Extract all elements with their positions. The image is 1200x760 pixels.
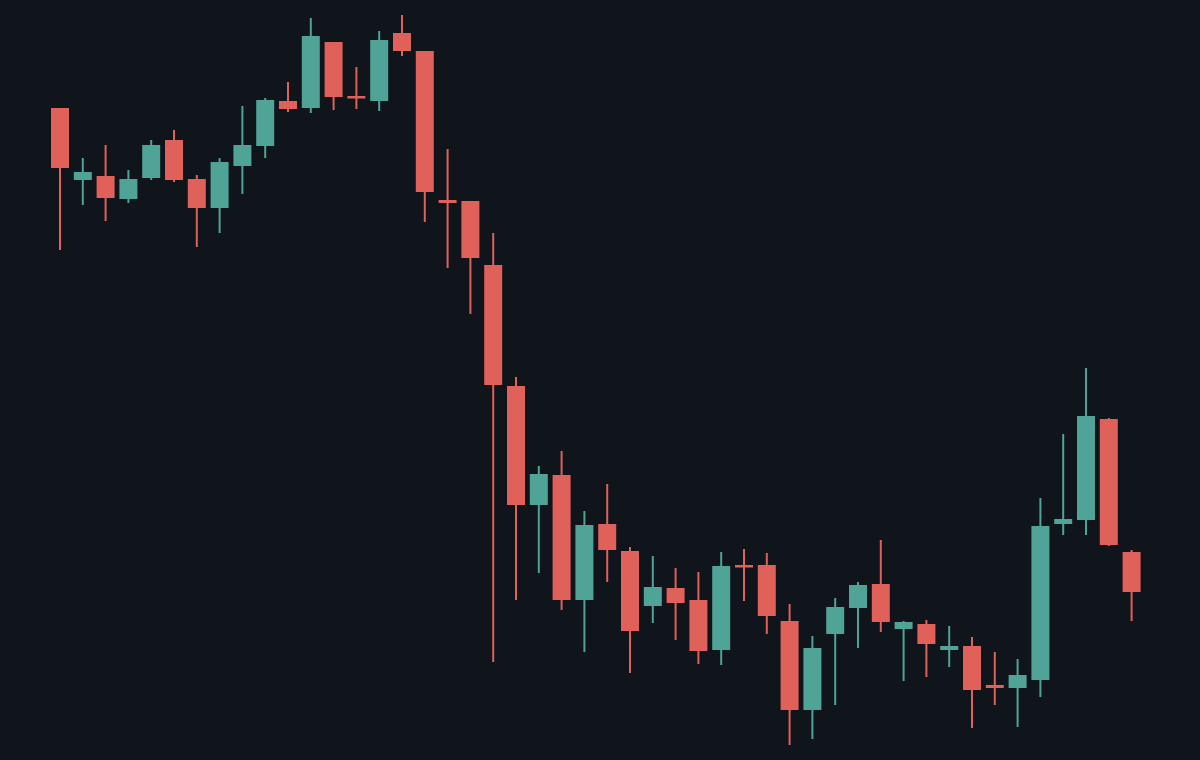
candle-body — [438, 200, 457, 203]
candle-body — [894, 622, 913, 629]
candle-body — [73, 172, 92, 180]
candle-body — [233, 145, 252, 166]
candle-body — [96, 176, 115, 198]
candle-body — [1031, 526, 1050, 680]
candle-body — [712, 566, 731, 650]
candle-body — [51, 108, 69, 168]
candle-body — [826, 607, 845, 634]
candle-body — [142, 145, 161, 178]
candle-body — [370, 40, 389, 101]
candle-body — [256, 100, 275, 146]
candle-body — [803, 648, 822, 710]
candle-body — [963, 646, 981, 690]
candle-body — [871, 584, 890, 622]
candle-body — [985, 685, 1004, 688]
candle-body — [1008, 675, 1027, 688]
candle-body — [666, 588, 685, 603]
candle-body — [301, 36, 320, 108]
candle-body — [165, 140, 183, 180]
candle-body — [643, 587, 662, 606]
candle-body — [347, 96, 366, 99]
candle-body — [917, 624, 936, 644]
candle-body — [187, 179, 206, 208]
candle-body — [735, 565, 753, 568]
candle-body — [689, 600, 708, 651]
candle-body — [415, 51, 434, 192]
candle-body — [1122, 552, 1141, 592]
candle-body — [393, 33, 411, 51]
candle-body — [1054, 519, 1073, 524]
candle-body — [598, 524, 617, 550]
candle-body — [940, 646, 959, 650]
candle-body — [1099, 419, 1118, 545]
candle-body — [780, 621, 799, 710]
candle-body — [324, 42, 343, 97]
candle-body — [507, 386, 525, 505]
candle-body — [757, 565, 776, 616]
candle-body — [279, 101, 297, 109]
candle-body — [461, 201, 480, 258]
candle-body — [575, 525, 594, 600]
candle-body — [484, 265, 503, 385]
candle-body — [849, 585, 867, 608]
candle-body — [552, 475, 571, 600]
candle-body — [621, 551, 639, 631]
candle-body — [119, 179, 138, 199]
candle-body — [210, 162, 229, 208]
candle-body — [1077, 416, 1095, 520]
candle-body — [529, 474, 548, 505]
